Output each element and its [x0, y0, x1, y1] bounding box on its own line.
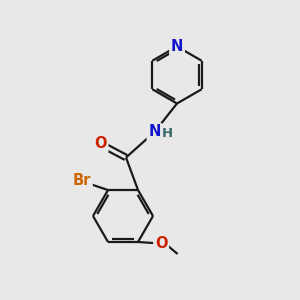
Text: Br: Br	[73, 172, 91, 188]
Text: O: O	[94, 136, 107, 152]
Text: H: H	[161, 127, 173, 140]
Text: N: N	[171, 39, 183, 54]
Text: O: O	[155, 236, 167, 251]
Text: N: N	[148, 124, 161, 140]
